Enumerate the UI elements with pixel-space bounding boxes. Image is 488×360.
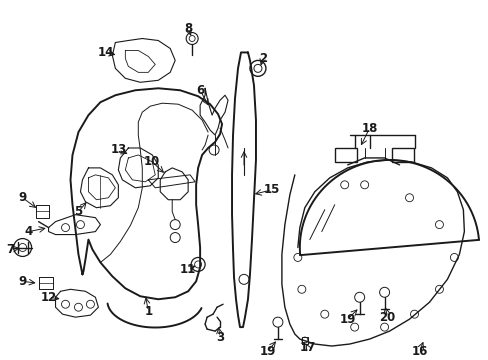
Bar <box>391 148 413 162</box>
Text: 1: 1 <box>144 305 152 318</box>
Text: 3: 3 <box>216 330 224 343</box>
Text: 16: 16 <box>410 345 427 357</box>
Text: 9: 9 <box>19 275 27 288</box>
Text: 4: 4 <box>24 225 33 238</box>
Text: 7: 7 <box>7 243 15 256</box>
Text: 8: 8 <box>183 22 192 35</box>
Text: 17: 17 <box>299 341 315 354</box>
Bar <box>334 148 356 162</box>
Text: 14: 14 <box>97 46 113 59</box>
Text: 10: 10 <box>144 156 160 168</box>
Text: 20: 20 <box>379 311 395 324</box>
Text: 2: 2 <box>258 52 266 65</box>
Text: 13: 13 <box>110 144 126 157</box>
Text: 18: 18 <box>361 122 377 135</box>
Text: 9: 9 <box>19 191 27 204</box>
Text: 12: 12 <box>41 291 57 304</box>
Text: 11: 11 <box>180 263 196 276</box>
Text: 19: 19 <box>339 312 355 326</box>
Text: 15: 15 <box>263 183 280 196</box>
Text: 5: 5 <box>74 205 82 218</box>
Text: 19: 19 <box>259 345 276 357</box>
Text: 6: 6 <box>196 84 204 97</box>
